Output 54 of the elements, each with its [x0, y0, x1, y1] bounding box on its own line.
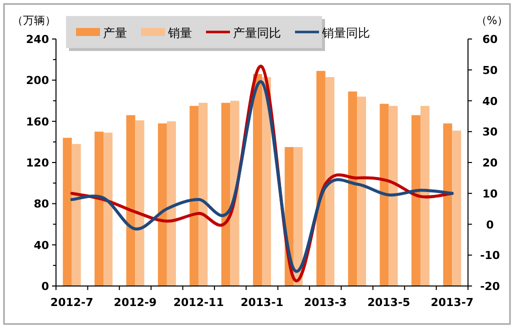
bar [253, 74, 262, 286]
bar [443, 123, 452, 286]
bar [380, 104, 389, 286]
x-tick-label: 2013-5 [367, 296, 410, 309]
bar [94, 132, 104, 286]
bar [452, 130, 462, 286]
x-tick-label: 2012-7 [50, 296, 94, 309]
y2-tick-label: -20 [480, 280, 500, 293]
y2-tick-label: 10 [482, 187, 498, 200]
bar [135, 120, 144, 286]
x-tick-label: 2013-7 [430, 296, 474, 309]
legend-label: 产量同比 [233, 26, 281, 40]
bar [348, 91, 358, 286]
x-tick-label: 2013-3 [304, 296, 347, 309]
x-tick-label: 2012-11 [173, 296, 224, 309]
y-axis-title: （万辆） [12, 14, 56, 27]
bar [72, 144, 81, 286]
bar [388, 106, 398, 286]
bar [198, 102, 208, 286]
y-tick-label: 40 [34, 238, 50, 252]
y-tick-label: 160 [26, 115, 50, 128]
bar [357, 96, 366, 286]
y2-tick-label: -10 [480, 249, 500, 262]
x-tick-label: 2012-9 [114, 296, 157, 309]
bar [190, 106, 199, 286]
y2-tick-label: 20 [482, 156, 498, 170]
y-tick-label: 0 [41, 280, 50, 293]
bar [158, 123, 167, 286]
bar [104, 132, 113, 286]
y2-tick-label: 0 [486, 218, 494, 232]
bar [221, 102, 230, 286]
y2-tick-label: 40 [482, 94, 498, 108]
legend-label: 产量 [103, 26, 127, 40]
bar [230, 100, 240, 286]
y2-axis-title: （%） [476, 14, 508, 27]
y-tick-label: 240 [26, 33, 50, 46]
y-tick-label: 200 [26, 74, 50, 88]
bar [166, 121, 176, 286]
x-tick-label: 2013-1 [240, 296, 284, 309]
bar [294, 147, 303, 286]
legend-label: 销量 [167, 26, 192, 40]
bar [411, 115, 420, 286]
y-tick-label: 120 [26, 156, 50, 170]
bar [325, 77, 334, 286]
y2-tick-label: 60 [482, 33, 498, 46]
bar [316, 70, 326, 286]
bar [126, 115, 136, 286]
y2-tick-label: 30 [482, 126, 498, 139]
bar [62, 138, 72, 286]
legend-label: 销量同比 [321, 26, 370, 40]
y-tick-label: 80 [34, 198, 50, 211]
y2-tick-label: 50 [482, 64, 498, 77]
bar [262, 77, 271, 286]
bar [420, 106, 430, 286]
